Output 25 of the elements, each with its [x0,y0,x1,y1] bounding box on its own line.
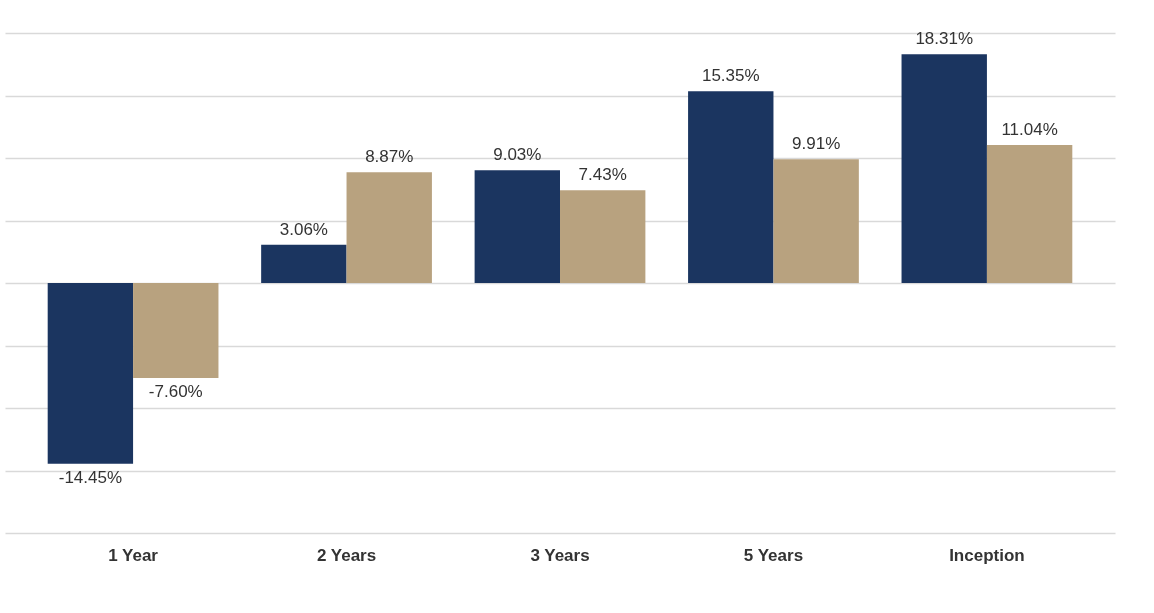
bar [261,244,347,283]
bar [986,145,1073,283]
data-label: 8.87% [365,147,414,167]
bar [133,283,219,378]
bar [773,159,859,283]
bar [560,190,646,283]
x-tick-label: 2 Years [316,545,377,565]
data-label: 7.43% [578,165,627,185]
data-label: -14.45% [58,467,123,487]
data-label: 18.31% [915,29,974,49]
data-label: 11.04% [1001,120,1058,139]
bar [474,170,560,283]
bar [688,91,774,283]
bar [901,54,987,283]
x-tick-label: 3 Years [530,545,590,565]
data-label: 9.03% [493,145,542,165]
x-tick-label: 1 Year [108,545,159,565]
data-label: 3.06% [279,219,328,239]
bar [346,172,432,283]
data-label: 15.35% [701,66,760,86]
x-tick-label: Inception [949,545,1025,565]
x-tick-label: 5 Years [743,545,804,565]
bar [47,283,134,464]
data-label: -7.60% [148,382,203,401]
data-label: 9.91% [792,134,841,154]
